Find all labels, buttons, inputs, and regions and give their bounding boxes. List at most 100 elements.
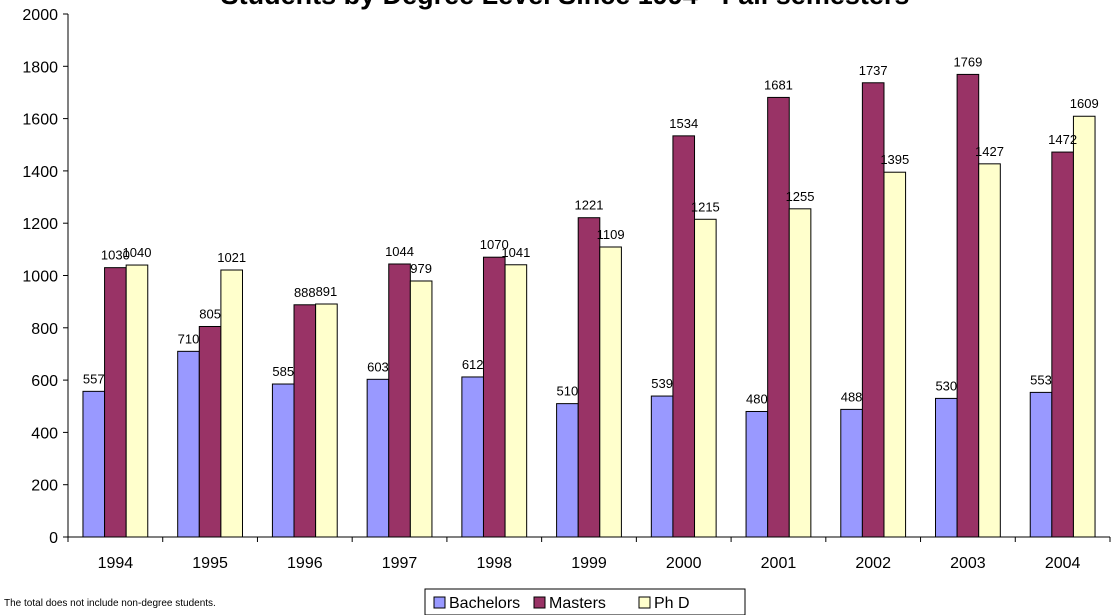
bar-bachelors [650,395,674,538]
bar-ph-d [220,269,243,538]
data-label: 1030 [101,248,130,263]
bar-bachelors [840,408,863,538]
data-label: 603 [367,359,389,374]
data-label: 1534 [669,116,698,131]
data-label: 1769 [953,54,982,69]
data-label: 488 [841,389,863,404]
y-tick-label: 1800 [22,59,58,76]
bar-bachelors [82,390,106,538]
data-label: 1472 [1048,132,1077,147]
y-tick-label: 400 [31,425,58,442]
bar-bachelors [556,403,579,538]
data-label: 530 [935,378,957,393]
data-label: 1041 [501,245,530,260]
data-label: 480 [746,391,768,406]
bar-bachelors [461,376,484,538]
data-label: 1109 [597,227,625,242]
bar-ph-d [978,163,1001,538]
bar-masters [104,267,127,538]
legend-label: Bachelors [449,595,520,612]
bar-bachelors [745,410,769,538]
data-label: 1681 [764,77,793,92]
data-label: 1395 [880,152,909,167]
bar-ph-d [694,218,717,538]
x-tick-label: 2002 [855,555,891,572]
data-label: 1737 [859,63,888,78]
data-label: 557 [83,371,105,386]
footnote: The total does not include non-degree st… [4,598,216,609]
x-tick-label: 2000 [666,555,702,572]
y-tick-label: 0 [49,530,58,547]
bar-bachelors [177,350,200,538]
bar-ph-d [315,303,338,538]
data-label: 585 [272,364,294,379]
legend-box [424,588,746,615]
data-label: 1070 [480,237,509,252]
bars [82,73,1096,538]
y-tick-label: 1000 [22,269,58,286]
bar-bachelors [1029,391,1053,538]
data-label: 1609 [1070,96,1099,111]
data-label: 1040 [123,245,152,260]
x-axis: 1994 1995 1996 1997 1998 1999 2000 2001 2002 2003… [67,536,1111,572]
x-tick-label: 1999 [571,555,607,572]
data-label: 553 [1030,372,1052,387]
x-tick-label: 1995 [192,555,228,572]
data-label: 891 [316,284,338,299]
bar-ph-d [1072,115,1096,538]
x-tick-label: 1994 [98,555,134,572]
y-tick-label: 1400 [22,164,58,181]
legend-label: Ph D [654,595,690,612]
x-tick-label: 1996 [287,555,323,572]
data-label: 979 [410,261,432,276]
y-tick-label: 200 [31,478,58,495]
data-label: 710 [178,331,200,346]
x-tick-label: 1997 [382,555,418,572]
y-tick-label: 800 [31,321,58,338]
bar-ph-d [409,280,433,538]
legend-swatch-masters [533,596,546,609]
bar-masters [388,263,411,538]
chart-title: Students by Degree Level Since 1994 - Fa… [221,0,910,10]
data-label: 1427 [975,144,1004,159]
data-label: 1215 [691,199,720,214]
legend-label: Masters [549,595,606,612]
data-label: 888 [294,285,316,300]
data-label: 805 [199,306,221,321]
bar-ph-d [883,171,907,538]
y-tick-label: 2000 [22,7,58,24]
bar-masters [198,325,222,538]
x-tick-label: 2003 [950,555,986,572]
data-label: 612 [462,357,484,372]
bar-masters [672,135,696,538]
x-tick-label: 2001 [761,555,797,572]
data-label: 510 [557,384,579,399]
bar-masters [861,82,885,538]
bar-ph-d [125,264,149,538]
data-label: 1255 [786,189,815,204]
bar-ph-d [504,264,528,538]
y-tick-label: 1600 [22,112,58,129]
x-tick-label: 2004 [1045,555,1081,572]
legend: Bachelors Masters Ph D [424,588,746,615]
bar-bachelors [271,383,295,538]
bar-masters [1051,151,1074,538]
x-tick-label: 1998 [476,555,512,572]
data-label: 1221 [575,198,604,213]
bar-bachelors [935,397,958,538]
bar-ph-d [599,246,622,538]
bar-masters [293,304,317,538]
bar-ph-d [788,208,812,538]
legend-swatch-ph-d [638,596,651,609]
bar-masters [577,217,601,538]
data-label: 1044 [385,244,414,259]
bar-bachelors [366,378,390,538]
data-labels: 557 710 585 603 612 510 539 480 488 530 553 1030 805… [83,54,1099,406]
bar-masters [482,256,506,538]
y-tick-label: 1200 [22,216,58,233]
bar-masters [767,96,790,538]
legend-swatch-bachelors [433,596,446,609]
data-label: 1021 [217,250,246,265]
y-axis: 0 200 400 600 800 1000 1200 1400 1600 1800 2000 [22,7,69,547]
